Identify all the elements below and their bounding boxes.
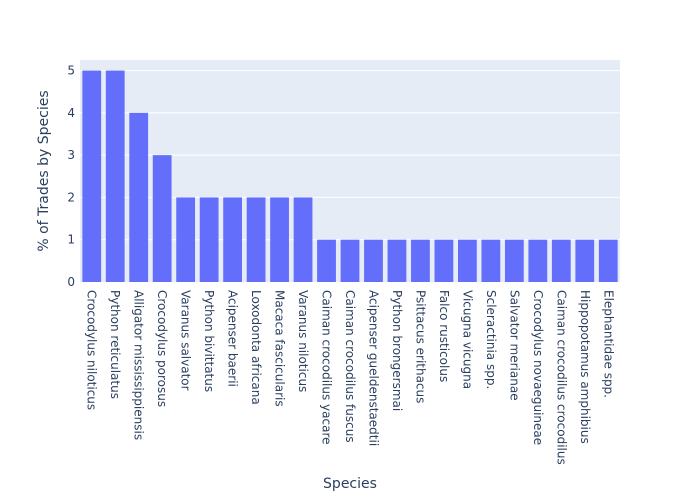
- bar: [129, 112, 149, 282]
- x-tick-label: Acipenser baerii: [226, 290, 240, 387]
- bar: [411, 239, 430, 282]
- bar: [387, 239, 407, 282]
- x-tick-label: Caiman crocodilus yacare: [320, 290, 334, 445]
- x-tick-label: Scleractinia spp.: [484, 290, 498, 389]
- x-tick-label: Falco rusticolus: [437, 290, 451, 382]
- bar: [105, 70, 125, 282]
- x-tick-label: Vicugna vicugna: [460, 290, 474, 389]
- bar: [434, 239, 454, 282]
- x-tick-label: Loxodonta africana: [249, 290, 263, 405]
- bar: [199, 197, 219, 282]
- y-tick-label: 3: [67, 148, 75, 162]
- x-tick-label: Acipenser gueldenstaedtii: [366, 290, 380, 446]
- x-tick-label: Salvator merianae: [507, 290, 521, 401]
- bar: [481, 239, 501, 282]
- bar: [223, 197, 242, 282]
- bar: [575, 239, 595, 282]
- x-axis-title: Species: [323, 476, 377, 492]
- y-tick-labels: 0 1 2 3 4 5: [67, 64, 75, 289]
- x-tick-label: Varanus salvator: [179, 290, 193, 391]
- x-tick-label: Hippopotamus amphibius: [578, 290, 592, 444]
- x-tick-label: Caiman crocodilus crocodilus: [554, 290, 568, 465]
- bar: [317, 239, 336, 282]
- bar: [293, 197, 313, 282]
- y-axis-title: % of Trades by Species: [36, 90, 52, 251]
- y-tick-label: 2: [67, 190, 75, 204]
- bar: [364, 239, 383, 282]
- y-tick-label: 4: [67, 106, 75, 120]
- y-tick-label: 0: [67, 275, 75, 289]
- bar: [504, 239, 524, 282]
- x-tick-label: Alligator mississippiensis: [132, 290, 146, 440]
- x-tick-label: Crocodylus porosus: [155, 290, 169, 407]
- x-tick-label: Varanus niloticus: [296, 290, 310, 392]
- x-tick-label: Python reticulatus: [108, 290, 122, 399]
- bar: [246, 197, 266, 282]
- bar: [528, 239, 548, 282]
- x-tick-label: Crocodylus novaeguineae: [531, 290, 545, 445]
- x-tick-label: Psittacus erithacus: [413, 290, 427, 403]
- x-tick-label: Elephantidae spp.: [601, 290, 615, 398]
- bar: [82, 70, 102, 282]
- bar: [458, 239, 477, 282]
- x-tick-label: Python bivittatus: [202, 290, 216, 392]
- y-tick-label: 5: [67, 64, 75, 78]
- bar: [598, 239, 618, 282]
- x-tick-label: Caiman crocodilus fuscus: [343, 290, 357, 443]
- x-tick-label: Python brongersmai: [390, 290, 404, 411]
- x-tick-label: Crocodylus niloticus: [85, 290, 99, 410]
- x-tick-labels: Crocodylus niloticus Python reticulatus Al…: [85, 290, 616, 465]
- bar: [340, 239, 360, 282]
- bar: [270, 197, 289, 282]
- bars: [82, 70, 618, 282]
- bar: [176, 197, 196, 282]
- bar: [152, 155, 172, 282]
- bar: [551, 239, 571, 282]
- x-tick-label: Macaca fascicularis: [273, 290, 287, 407]
- y-tick-label: 1: [67, 233, 75, 247]
